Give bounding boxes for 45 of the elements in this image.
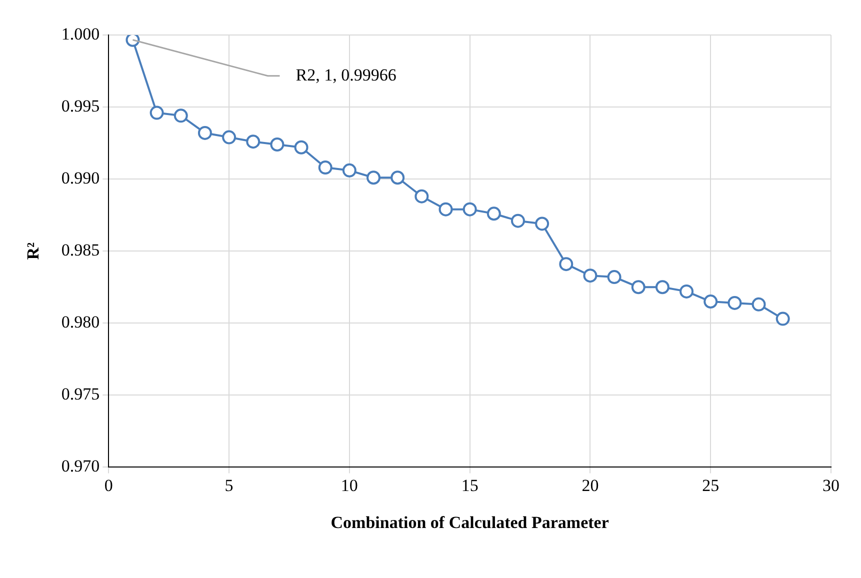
point (680, 284, 694, 298)
y-tick-label: 1.000 (61, 24, 100, 44)
point (752, 297, 766, 312)
y-tick-label: 0.990 (61, 168, 100, 188)
x-tick-label: 5 (224, 476, 234, 495)
point (246, 134, 260, 149)
x-axis-title: Combination of Calculated Parameter (330, 513, 610, 532)
point (198, 126, 212, 140)
point (559, 257, 574, 272)
point (342, 163, 356, 178)
point (294, 140, 308, 154)
point (704, 294, 718, 309)
y-axis-title: R² (24, 242, 43, 260)
x-tick-label: 15 (461, 476, 478, 495)
point (728, 296, 742, 310)
x-tick-label: 20 (582, 476, 599, 495)
x-tick-label: 25 (702, 476, 720, 495)
point (510, 214, 525, 228)
y-tick-label: 0.980 (61, 312, 100, 332)
point (390, 170, 405, 185)
point (607, 270, 622, 284)
x-tick-label: 10 (340, 476, 358, 495)
point (535, 216, 550, 231)
annotation: R2, 1, 0.99966 (296, 65, 396, 84)
point (222, 130, 236, 144)
point (174, 108, 188, 123)
y-tick-label: 0.975 (61, 384, 100, 404)
y-tick-label: 0.995 (61, 96, 100, 116)
point (150, 106, 164, 120)
point (318, 160, 332, 175)
point (462, 202, 477, 216)
point (486, 206, 501, 221)
point (126, 35, 140, 47)
point (366, 170, 381, 185)
x-tick-label: 30 (822, 476, 840, 495)
point (631, 280, 646, 294)
y-tick-label: 0.970 (61, 456, 100, 476)
point (583, 268, 598, 283)
point (270, 137, 284, 152)
point (776, 312, 790, 326)
point (438, 202, 453, 216)
point (414, 189, 429, 204)
point (655, 280, 670, 294)
y-tick-label: 0.985 (61, 240, 100, 260)
x-tick-label: 0 (104, 476, 113, 495)
